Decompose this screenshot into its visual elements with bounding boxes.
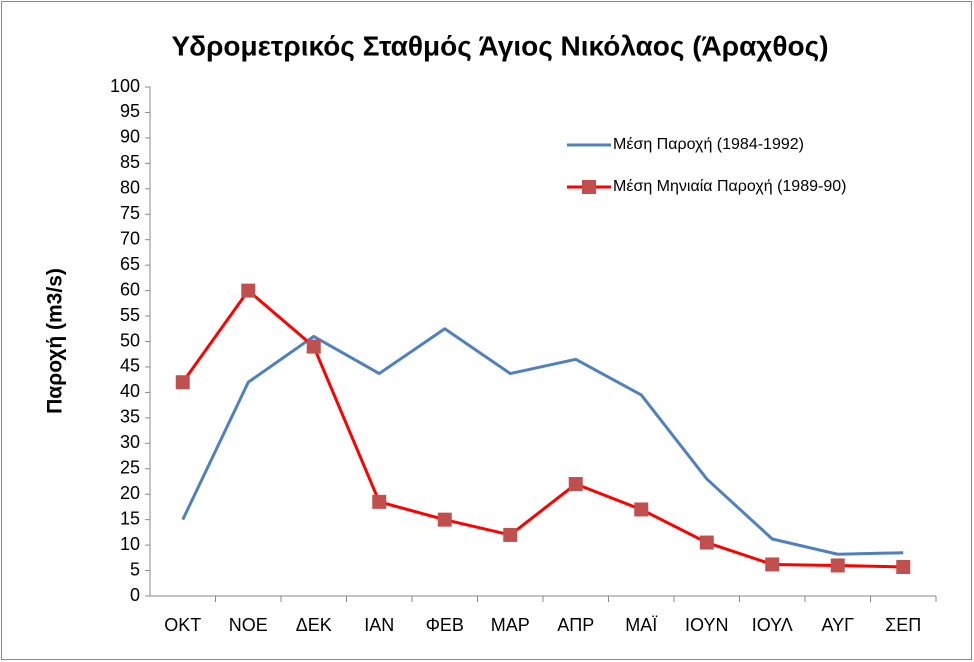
y-tick-label: 30 [120,432,140,452]
y-tick-label: 90 [120,127,140,147]
series-line [181,289,904,569]
y-tick-label: 55 [120,305,140,325]
chart-title: Υδρομετρικός Σταθμός Άγιος Νικόλαος (Άρα… [171,30,828,61]
y-tick-label: 95 [120,101,140,121]
x-tick-label: ΣΕΠ [885,615,921,635]
x-tick-label: ΦΕΒ [426,615,464,635]
series-marker [306,339,321,354]
x-tick-label: ΑΠΡ [557,615,594,635]
series-marker [175,375,190,390]
y-tick-label: 65 [120,254,140,274]
y-tick-label: 60 [120,279,140,299]
y-tick-label: 35 [120,407,140,427]
legend-marker [582,180,596,194]
x-tick-label: ΜΑΡ [491,615,530,635]
series-marker [437,512,452,527]
series-marker [699,535,714,550]
y-tick-label: 5 [130,559,140,579]
y-tick-label: 45 [120,356,140,376]
series-marker [830,558,845,573]
x-tick-label: ΙΟΥΝ [685,615,728,635]
y-tick-label: 15 [120,508,140,528]
y-tick-label: 100 [110,76,140,96]
y-tick-label: 0 [130,585,140,605]
series-marker [568,477,583,492]
x-tick-label: ΝΟΕ [229,615,268,635]
x-tick-label: ΔΕΚ [296,615,332,635]
x-tick-label: ΜΑΪ [625,615,657,635]
y-tick-label: 50 [120,330,140,350]
series-marker [765,557,780,572]
series-marker [503,527,518,542]
y-tick-label: 25 [120,458,140,478]
legend-label: Μέση Παροχή (1984-1992) [613,136,804,153]
series-marker [372,494,387,509]
y-tick-label: 40 [120,381,140,401]
series-marker [896,559,911,574]
y-tick-label: 75 [120,203,140,223]
x-tick-label: ΙΑΝ [364,615,394,635]
y-tick-label: 85 [120,152,140,172]
x-tick-label: ΙΟΥΛ [752,615,793,635]
series-marker [241,283,256,298]
y-tick-label: 20 [120,483,140,503]
x-tick-label: ΟΚΤ [164,615,201,635]
series-marker [634,502,649,517]
series-line [181,327,904,556]
x-tick-label: ΑΥΓ [821,615,854,635]
y-tick-label: 10 [120,534,140,554]
legend-label: Μέση Μηνιαία Παροχή (1989-90) [613,178,846,195]
y-axis-label: Παροχή (m3/s) [44,268,67,414]
y-tick-label: 80 [120,178,140,198]
y-tick-label: 70 [120,228,140,248]
